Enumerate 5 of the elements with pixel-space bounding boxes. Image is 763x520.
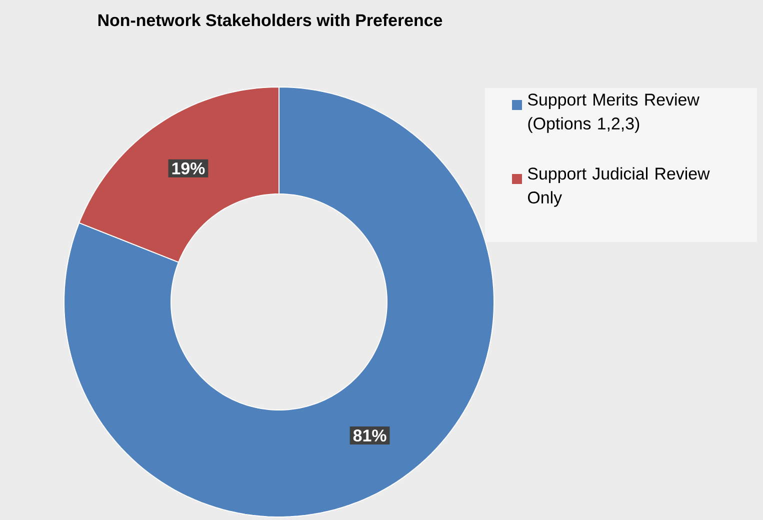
chart-title: Non-network Stakeholders with Preference <box>98 14 442 26</box>
legend-label: Support Merits Review (Options 1,2,3) <box>528 93 700 133</box>
legend-label: Support Judicial Review Only <box>528 167 710 207</box>
data-label: 81% <box>353 430 386 442</box>
data-label: 19% <box>172 162 205 174</box>
